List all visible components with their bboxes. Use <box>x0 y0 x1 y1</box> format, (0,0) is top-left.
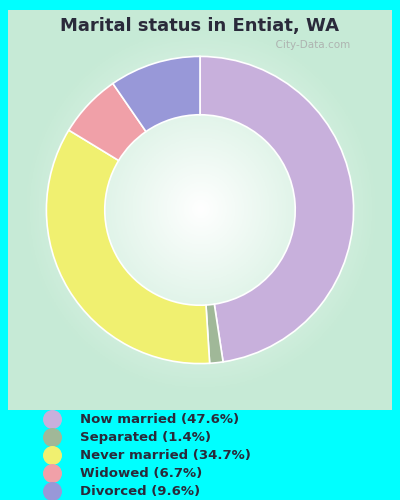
Wedge shape <box>200 56 354 362</box>
Point <box>49 415 55 423</box>
Text: Separated (1.4%): Separated (1.4%) <box>80 430 211 444</box>
Text: Divorced (9.6%): Divorced (9.6%) <box>80 484 200 498</box>
Point <box>49 451 55 459</box>
Wedge shape <box>206 304 223 364</box>
Wedge shape <box>113 56 200 132</box>
Point <box>49 433 55 441</box>
Point <box>49 469 55 477</box>
Text: Now married (47.6%): Now married (47.6%) <box>80 412 239 426</box>
Wedge shape <box>69 84 146 160</box>
Text: Marital status in Entiat, WA: Marital status in Entiat, WA <box>60 18 340 36</box>
Text: Never married (34.7%): Never married (34.7%) <box>80 448 251 462</box>
Point <box>49 487 55 495</box>
Wedge shape <box>46 130 210 364</box>
Text: Widowed (6.7%): Widowed (6.7%) <box>80 466 202 479</box>
Text: City-Data.com: City-Data.com <box>269 40 350 50</box>
